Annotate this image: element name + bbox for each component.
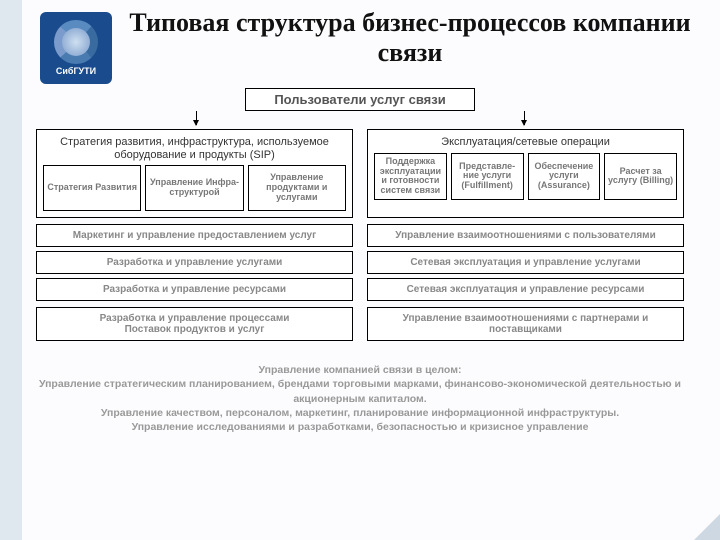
arrow-down-icon	[196, 111, 197, 125]
right-column-header: Эксплуатация/сетевые операции	[374, 134, 677, 153]
sub-box: Управление продуктами и услугами	[248, 165, 346, 211]
full-box: Разработка и управление процессамиПостав…	[36, 307, 353, 341]
pair-right-col: Управление взаимоотношениями с пользоват…	[367, 224, 684, 301]
wide-box: Разработка и управление ресурсами	[36, 278, 353, 301]
left-column-header: Стратегия развития, инфраструктура, испо…	[43, 134, 346, 165]
full-row-pair: Разработка и управление процессамиПостав…	[36, 307, 684, 341]
logo-ring-icon	[54, 20, 98, 64]
left-column: Стратегия развития, инфраструктура, испо…	[36, 129, 353, 218]
logo-text: СибГУТИ	[56, 66, 96, 76]
wide-box: Управление взаимоотношениями с пользоват…	[367, 224, 684, 247]
sub-box: Поддержка эксплуатации и готовности сист…	[374, 153, 447, 201]
header-columns: Стратегия развития, инфраструктура, испо…	[36, 129, 684, 218]
wide-box: Маркетинг и управление предоставлением у…	[36, 224, 353, 247]
sub-box: Стратегия Развития	[43, 165, 141, 211]
sub-box: Представле-ние услуги (Fulfillment)	[451, 153, 524, 201]
right-column: Эксплуатация/сетевые операции Поддержка …	[367, 129, 684, 218]
bottom-line: Управление исследованиями и разработками…	[36, 420, 684, 434]
page-title: Типовая структура бизнес-процессов компа…	[120, 8, 700, 68]
bottom-line: Управление стратегическим планированием,…	[36, 377, 684, 405]
wide-box: Сетевая эксплуатация и управление услуга…	[367, 251, 684, 274]
sub-box: Обеспечение услуги (Assurance)	[528, 153, 601, 201]
bottom-line: Управление качеством, персоналом, маркет…	[36, 406, 684, 420]
logo: СибГУТИ	[40, 12, 112, 84]
decorative-stripe	[0, 0, 22, 540]
wide-box: Сетевая эксплуатация и управление ресурс…	[367, 278, 684, 301]
arrow-row	[36, 111, 684, 129]
pair-rows: Маркетинг и управление предоставлением у…	[36, 224, 684, 301]
right-sub-row: Поддержка эксплуатации и готовности сист…	[374, 153, 677, 201]
corner-decoration	[694, 514, 720, 540]
diagram: Пользователи услуг связи Стратегия разви…	[36, 88, 684, 434]
wide-box: Разработка и управление услугами	[36, 251, 353, 274]
bottom-line: Управление компанией связи в целом:	[36, 363, 684, 377]
bottom-text: Управление компанией связи в целом:Управ…	[36, 363, 684, 434]
sub-box: Управление Инфра-структурой	[145, 165, 243, 211]
arrow-down-icon	[524, 111, 525, 125]
full-left: Разработка и управление процессамиПостав…	[36, 307, 353, 341]
top-box: Пользователи услуг связи	[245, 88, 475, 111]
full-box: Управление взаимоотношениями с партнерам…	[367, 307, 684, 341]
sub-box: Расчет за услугу (Billing)	[604, 153, 677, 201]
left-sub-row: Стратегия РазвитияУправление Инфра-струк…	[43, 165, 346, 211]
pair-left-col: Маркетинг и управление предоставлением у…	[36, 224, 353, 301]
full-right: Управление взаимоотношениями с партнерам…	[367, 307, 684, 341]
